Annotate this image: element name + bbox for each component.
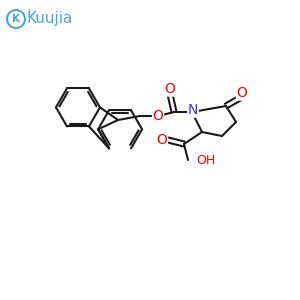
Text: °: ° — [26, 10, 30, 19]
Text: Kuujia: Kuujia — [27, 11, 73, 26]
Text: O: O — [237, 86, 248, 100]
Text: O: O — [157, 133, 167, 147]
Text: OH: OH — [196, 154, 215, 166]
Text: O: O — [165, 82, 176, 96]
Text: O: O — [153, 109, 164, 123]
Text: K: K — [12, 14, 20, 24]
Text: N: N — [188, 103, 198, 117]
